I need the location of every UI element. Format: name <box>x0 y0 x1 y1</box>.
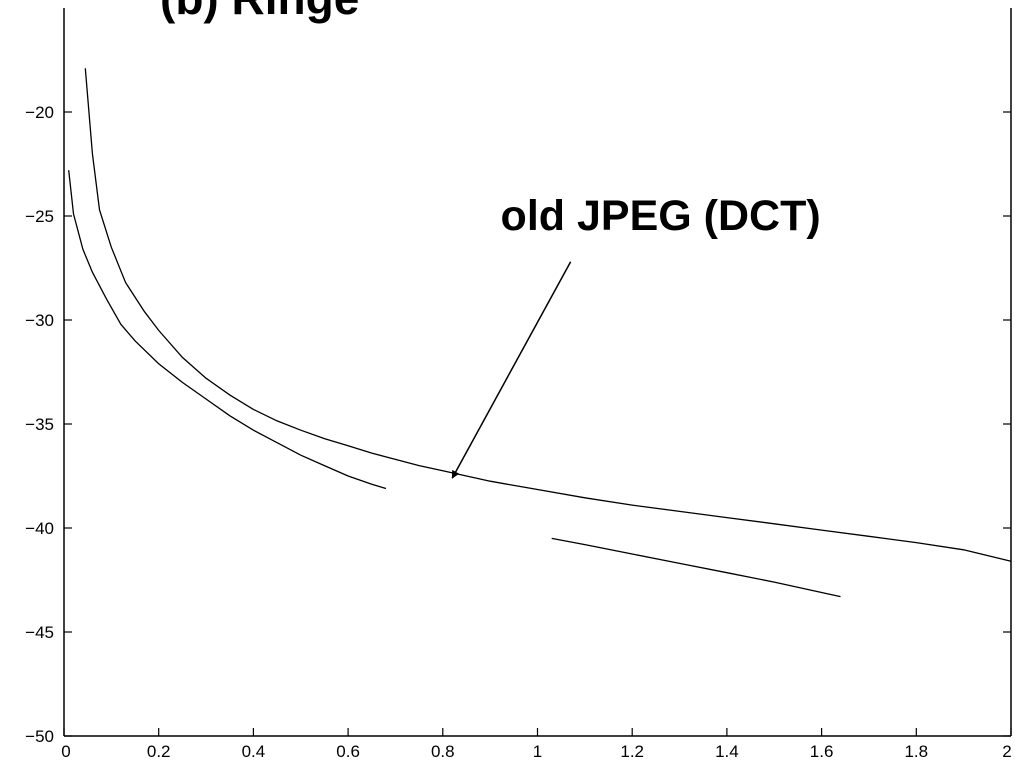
y-tick-label: −35 <box>25 415 54 434</box>
x-tick-label: 1 <box>533 742 542 761</box>
y-tick-label: −40 <box>25 519 54 538</box>
x-tick-label: 2 <box>1002 742 1011 761</box>
x-tick-label: 0.4 <box>242 742 266 761</box>
y-tick-label: −50 <box>25 727 54 746</box>
chart-title: (b) Ringe <box>160 0 359 24</box>
x-tick-label: 0.2 <box>147 742 171 761</box>
x-tick-label: 1.4 <box>715 742 739 761</box>
x-tick-label: 0.6 <box>336 742 360 761</box>
x-tick-label: 1.6 <box>810 742 834 761</box>
x-tick-label: 1.2 <box>620 742 644 761</box>
series-layer <box>68 68 1012 598</box>
series-line-1 <box>84 68 1012 562</box>
x-tick-label: 0 <box>61 742 70 761</box>
ticks-layer: 0 0.2 0.4 0.6 0.8 1 1.2 1.4 1.6 1.8 2 −20 −25 −30 −35 −… <box>25 103 1012 761</box>
y-tick-label: −25 <box>25 207 54 226</box>
annotation-old-jpeg: old JPEG (DCT) <box>501 192 821 240</box>
y-tick-label: −20 <box>25 103 54 122</box>
y-tick-label: −45 <box>25 623 54 642</box>
annotation-arrow <box>451 261 572 479</box>
x-tick-label: 0.8 <box>431 742 455 761</box>
y-tick-label: −30 <box>25 311 54 330</box>
series-line-3 <box>551 537 841 598</box>
x-tick-label: 1.8 <box>904 742 928 761</box>
series-line-2 <box>68 170 387 490</box>
